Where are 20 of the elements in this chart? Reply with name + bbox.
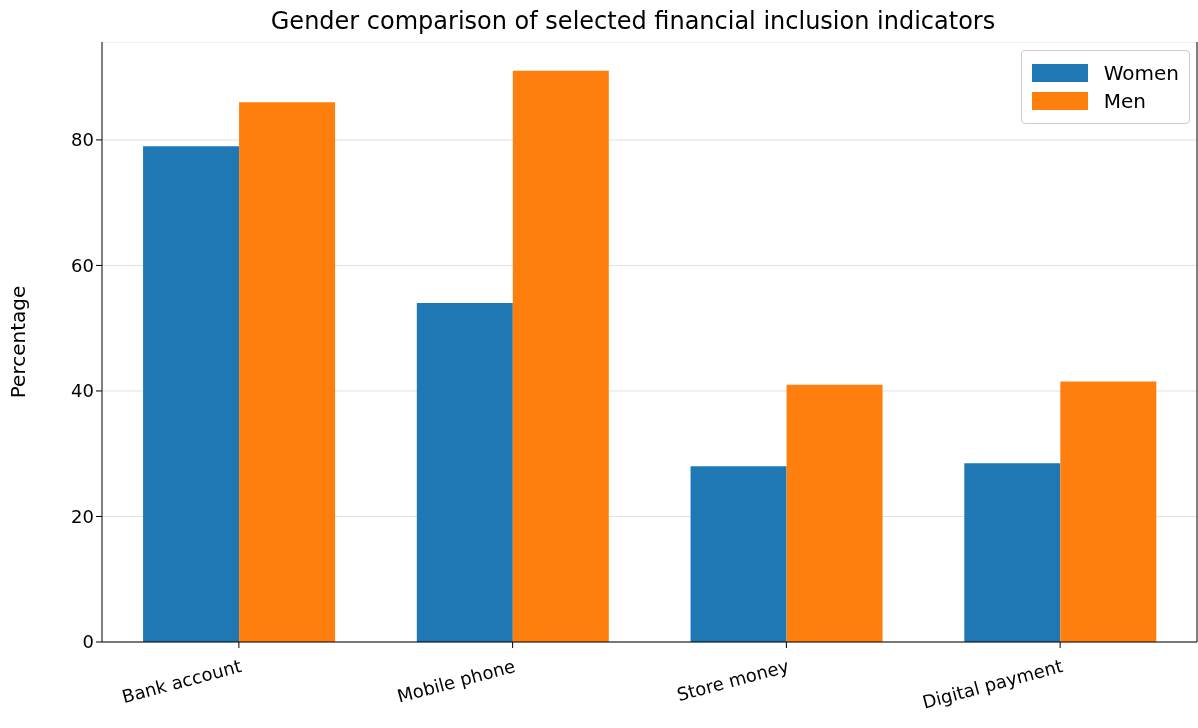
bar bbox=[416, 303, 513, 642]
bar bbox=[964, 463, 1061, 642]
bar bbox=[143, 146, 240, 642]
y-tick-label: 60 bbox=[71, 254, 94, 276]
y-axis-title: Percentage bbox=[6, 285, 31, 399]
y-tick-label: 0 bbox=[82, 631, 94, 653]
x-tick-label: Bank account bbox=[119, 655, 244, 708]
chart-title: Gender comparison of selected financial inclusion indicators bbox=[269, 7, 997, 37]
y-tick-label: 80 bbox=[71, 129, 94, 151]
y-tick-label: 20 bbox=[71, 505, 94, 527]
bar bbox=[239, 102, 336, 642]
x-tick-label: Mobile phone bbox=[394, 655, 518, 707]
x-tick-label: Store money bbox=[674, 655, 792, 706]
bar bbox=[690, 466, 787, 642]
bar bbox=[786, 384, 883, 642]
bar bbox=[1060, 381, 1157, 642]
legend-label: Men bbox=[1103, 89, 1146, 113]
y-tick-label: 40 bbox=[71, 380, 94, 402]
bar bbox=[512, 70, 609, 642]
legend-label: Women bbox=[1103, 61, 1179, 85]
